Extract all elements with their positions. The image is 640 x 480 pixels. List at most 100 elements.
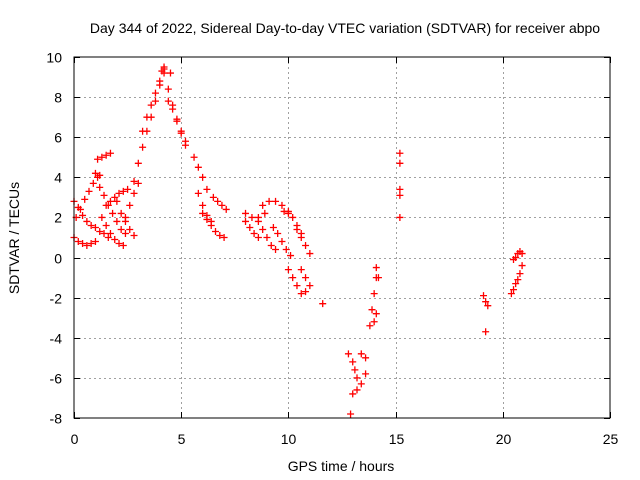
data-point	[98, 153, 106, 161]
data-point	[349, 358, 357, 366]
data-point	[396, 149, 404, 157]
chart-title: Day 344 of 2022, Sidereal Day-to-day VTE…	[90, 20, 600, 36]
data-point	[207, 221, 215, 229]
y-tick-label: 2	[54, 210, 62, 226]
x-axis-ticks: 0 5 10 15 20 25	[71, 57, 618, 447]
data-point	[121, 229, 129, 237]
series-arc-38	[480, 292, 492, 310]
data-point	[130, 231, 138, 239]
data-point	[194, 163, 202, 171]
series-arc-29	[319, 300, 327, 308]
data-point	[96, 183, 104, 191]
series-arc-13	[160, 69, 189, 145]
data-point	[199, 173, 207, 181]
data-point	[81, 195, 89, 203]
data-point	[396, 191, 404, 199]
data-point	[362, 370, 370, 378]
data-point	[362, 354, 370, 362]
data-point	[119, 242, 127, 250]
data-point	[282, 246, 290, 254]
data-point	[164, 85, 172, 93]
series-arc-2	[70, 234, 99, 250]
data-point	[349, 390, 357, 398]
data-point	[306, 282, 314, 290]
data-point	[512, 254, 520, 262]
data-point	[160, 69, 168, 77]
data-point	[74, 238, 82, 246]
data-point	[100, 191, 108, 199]
data-point	[126, 225, 134, 233]
data-point	[130, 189, 138, 197]
y-tick-label: -6	[50, 371, 63, 387]
y-tick-label: 4	[54, 170, 62, 186]
series-arc-25	[280, 207, 305, 237]
data-point	[267, 242, 275, 250]
data-point	[278, 201, 286, 209]
data-point	[289, 274, 297, 282]
data-point	[510, 286, 518, 294]
data-point	[83, 217, 91, 225]
data-point	[482, 328, 490, 336]
data-point	[117, 209, 125, 217]
data-point	[293, 225, 301, 233]
data-point	[102, 201, 110, 209]
data-point	[396, 185, 404, 193]
data-point	[222, 205, 230, 213]
x-tick-label: 20	[496, 431, 512, 447]
data-point	[98, 213, 106, 221]
data-point	[151, 97, 159, 105]
data-point	[512, 280, 520, 288]
data-point	[177, 129, 185, 137]
data-point	[87, 221, 95, 229]
data-point	[94, 155, 102, 163]
data-point	[319, 300, 327, 308]
series-arc-11	[130, 63, 168, 185]
series-arc-10	[121, 179, 142, 221]
data-point	[516, 270, 524, 278]
data-point	[139, 127, 147, 135]
data-point	[164, 97, 172, 105]
series-arc-3	[72, 173, 102, 221]
data-point	[254, 217, 262, 225]
data-point	[370, 290, 378, 298]
data-point	[214, 197, 222, 205]
data-point	[287, 252, 295, 260]
data-point	[484, 302, 492, 310]
data-point	[302, 274, 310, 282]
plot-frame	[73, 56, 611, 419]
x-tick-label: 5	[178, 431, 186, 447]
series-arc-18	[199, 209, 228, 241]
data-point	[91, 169, 99, 177]
data-point	[242, 209, 250, 217]
data-point	[274, 229, 282, 237]
series-arc-40	[507, 262, 526, 298]
data-point	[351, 366, 359, 374]
data-point	[126, 201, 134, 209]
data-point	[194, 189, 202, 197]
data-point	[85, 187, 93, 195]
data-point	[293, 282, 301, 290]
series-arc-39	[482, 328, 490, 336]
series-arc-1	[70, 197, 112, 241]
data-point	[111, 193, 119, 201]
data-point	[113, 217, 121, 225]
series-arc-22	[254, 217, 280, 254]
x-tick-label: 10	[281, 431, 297, 447]
data-point	[124, 185, 132, 193]
data-point	[278, 238, 286, 246]
data-point	[366, 322, 374, 330]
data-point	[353, 374, 361, 382]
data-point	[259, 201, 267, 209]
series-arc-14	[164, 97, 189, 149]
y-tick-label: -2	[50, 291, 63, 307]
data-point	[254, 234, 262, 241]
data-point	[119, 187, 127, 195]
data-point	[139, 143, 147, 151]
data-point	[134, 179, 142, 187]
data-point	[347, 410, 355, 418]
data-point	[368, 306, 376, 314]
data-point	[151, 89, 159, 97]
y-tick-label: -4	[50, 331, 63, 347]
